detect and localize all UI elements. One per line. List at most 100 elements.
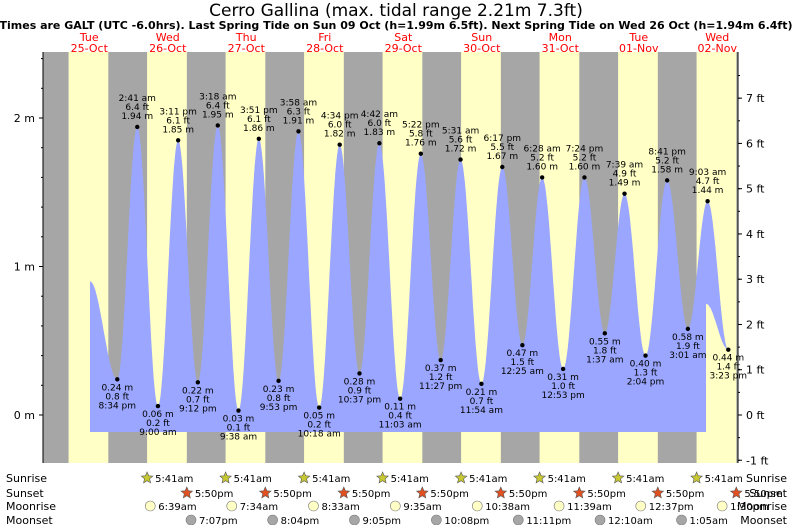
sun-icon — [219, 471, 233, 484]
day-date: 01-Nov — [619, 42, 659, 55]
tide-label: 1:37 am — [586, 355, 623, 365]
moon-icon — [635, 500, 647, 512]
right-tick-label: 2 ft — [746, 318, 765, 331]
tide-label: 0.9 ft — [348, 386, 372, 396]
astro-time: 10:08pm — [444, 516, 489, 525]
tide-label: 0.2 ft — [307, 421, 331, 431]
tide-label: 0.55 m — [589, 337, 621, 347]
tide-label: 9:03 am — [689, 168, 726, 178]
tide-point — [705, 198, 710, 204]
tide-point — [236, 408, 241, 413]
day-date: 29-Oct — [385, 42, 423, 55]
chart-subtitle: Times are GALT (UTC -6.0hrs). Last Sprin… — [0, 19, 792, 32]
tide-label: 8:34 pm — [98, 401, 136, 411]
day-date: 25-Oct — [71, 42, 109, 55]
tide-label: 1.4 ft — [716, 363, 740, 373]
day-of-week: Sun — [471, 31, 492, 44]
tide-label: 6.1 ft — [166, 116, 190, 126]
row-label-left: Moonset — [6, 514, 53, 525]
day-date: 26-Oct — [149, 42, 187, 55]
tide-label: 6.4 ft — [206, 101, 230, 111]
tide-point — [357, 371, 362, 376]
day-of-week: Sat — [394, 31, 413, 44]
tide-label: 6.4 ft — [125, 103, 149, 113]
astro-time: 5:41am — [548, 474, 586, 485]
tide-label: 5.2 ft — [530, 153, 554, 163]
tide-label: 1.8 ft — [593, 346, 617, 356]
moon-icon — [431, 514, 442, 525]
moon-icon — [594, 514, 606, 525]
tide-point — [560, 366, 566, 372]
astro-time: 1:05am — [690, 516, 728, 525]
astro-time: 5:41am — [312, 474, 350, 485]
astro-time: 5:41am — [155, 474, 193, 485]
moon-icon — [185, 514, 197, 525]
row-label-right: Sunset — [749, 487, 787, 500]
tide-label: 1.94 m — [121, 112, 153, 122]
moon-icon — [676, 514, 687, 525]
tide-label: 1.2 ft — [429, 373, 453, 383]
tide-label: 8:41 pm — [648, 147, 686, 157]
day-of-week: Tue — [79, 31, 99, 44]
tide-point — [520, 343, 525, 348]
tide-label: 12:53 pm — [541, 391, 584, 401]
tide-label: 3:23 pm — [710, 372, 748, 382]
moon-icon — [308, 500, 319, 512]
tide-label: 6.0 ft — [368, 119, 392, 129]
right-tick-label: -1 ft — [746, 454, 769, 467]
tide-point — [479, 381, 484, 387]
tide-label: 0.22 m — [182, 386, 214, 396]
right-tick-label: 1 ft — [746, 364, 765, 377]
tide-label: 2:41 am — [119, 94, 156, 104]
tide-label: 11:03 am — [379, 421, 422, 431]
sun-icon — [180, 486, 194, 499]
tide-point — [500, 164, 505, 170]
moon-icon — [390, 500, 401, 512]
chart-title: Cerro Gallina (max. tidal range 2.21m 7.… — [209, 1, 583, 21]
sun-icon — [415, 486, 429, 499]
moon-icon — [716, 500, 728, 512]
tide-label: 0.7 ft — [186, 395, 210, 405]
sun-icon — [494, 486, 508, 499]
tide-label: 12:25 am — [501, 367, 544, 377]
tide-label: 1.3 ft — [634, 369, 658, 379]
astro-time: 5:50pm — [744, 489, 783, 500]
day-date: 30-Oct — [463, 42, 501, 55]
tide-label: 1.82 m — [324, 130, 356, 140]
tide-point — [316, 405, 322, 410]
astro-time: 10:38am — [485, 502, 530, 513]
tide-label: 3:51 pm — [240, 106, 278, 116]
tide-label: 1.72 m — [445, 145, 477, 155]
astro-time: 11:11pm — [526, 516, 571, 525]
tide-label: 1.49 m — [609, 179, 641, 189]
tide-label: 5.2 ft — [655, 156, 679, 166]
sun-icon — [611, 471, 625, 484]
astro-time: 5:41am — [626, 474, 664, 485]
tide-label: 1.83 m — [364, 128, 396, 138]
tide-label: 0.40 m — [630, 360, 662, 370]
tide-point — [377, 141, 382, 146]
tide-point — [685, 326, 691, 332]
tide-point — [215, 123, 220, 128]
astro-time: 5:41am — [705, 474, 743, 485]
tide-label: 6.1 ft — [247, 115, 271, 125]
tide-label: 0.31 m — [547, 373, 579, 383]
left-tick-label: 0 m — [14, 409, 35, 422]
tide-point — [458, 157, 463, 162]
sun-icon — [533, 471, 547, 484]
tide-point — [726, 347, 731, 352]
tide-label: 0.47 m — [507, 349, 539, 359]
tide-label: 1.44 m — [692, 186, 724, 196]
tide-point — [539, 175, 545, 180]
right-tick-label: 6 ft — [746, 137, 765, 150]
astro-time: 5:41am — [469, 474, 507, 485]
sun-icon — [454, 471, 468, 484]
astro-time: 12:37pm — [649, 502, 694, 513]
moon-icon — [144, 500, 156, 512]
tide-point — [296, 129, 301, 134]
tide-label: 4.7 ft — [696, 177, 720, 187]
tide-label: 4:34 pm — [321, 112, 359, 122]
tide-label: 6:28 am — [523, 144, 560, 154]
tide-label: 9:00 am — [139, 428, 176, 438]
